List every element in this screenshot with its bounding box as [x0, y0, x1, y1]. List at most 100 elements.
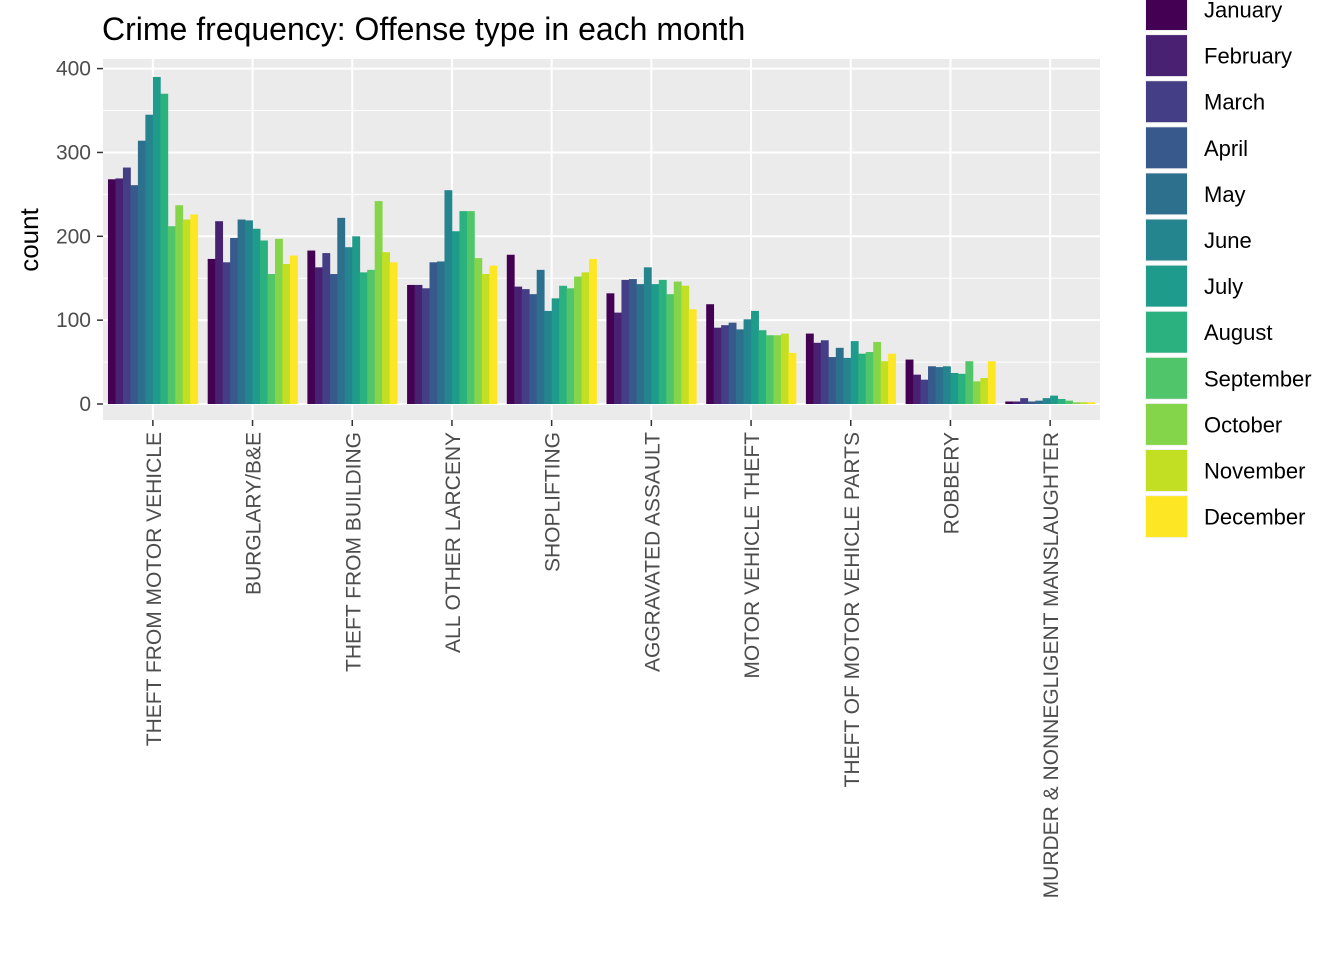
x-tick-label: ROBBERY: [940, 432, 963, 534]
bar: [766, 335, 774, 404]
bar: [167, 226, 176, 404]
legend-swatch: [1146, 357, 1187, 399]
bar: [873, 341, 882, 404]
bar: [489, 265, 498, 404]
bar: [274, 238, 283, 404]
bar: [551, 298, 560, 404]
bar: [514, 286, 523, 404]
bar: [920, 379, 929, 404]
x-tick-label: SHOPLIFTING: [542, 432, 565, 572]
bar: [574, 276, 582, 404]
bar: [850, 341, 859, 404]
bar: [1020, 398, 1029, 404]
y-axis: 0 100 200 300 400: [56, 58, 103, 416]
bar: [122, 167, 131, 404]
legend-label: June: [1204, 228, 1252, 253]
legend-swatch: [1146, 265, 1187, 307]
bar: [780, 333, 789, 404]
bar: [344, 247, 353, 404]
x-tick-label: MURDER & NONNEGLIGENT MANSLAUGHTER: [1040, 432, 1063, 898]
bar: [928, 366, 936, 404]
bar: [805, 333, 814, 404]
bar: [658, 279, 667, 404]
bar: [352, 236, 361, 404]
bar: [758, 330, 767, 404]
legend-label: May: [1204, 182, 1246, 207]
bar: [1080, 402, 1088, 404]
legend-swatch: [1146, 496, 1187, 538]
bar: [706, 304, 715, 404]
legend-label: January: [1204, 0, 1282, 23]
bar: [152, 76, 161, 405]
y-tick-label: 200: [56, 225, 91, 248]
y-tick-label: 300: [56, 141, 91, 164]
y-tick-label: 100: [56, 309, 91, 332]
bar: [957, 373, 966, 404]
bar: [905, 359, 914, 404]
bar: [942, 366, 951, 404]
bar: [474, 258, 483, 404]
y-tick-label: 400: [56, 58, 91, 81]
bar: [1065, 400, 1073, 404]
bar: [980, 378, 989, 404]
bar: [965, 361, 974, 404]
bar: [835, 347, 844, 404]
bar: [367, 269, 376, 404]
bar: [1050, 395, 1059, 404]
legend-swatch: [1146, 403, 1187, 445]
legend-label: October: [1204, 412, 1282, 437]
bar: [521, 289, 530, 404]
legend: January February March April May June July Augu…: [1145, 0, 1312, 539]
bar: [858, 353, 867, 404]
bar: [207, 258, 216, 404]
legend-label: August: [1204, 320, 1273, 345]
bar: [865, 352, 874, 404]
bar: [260, 240, 268, 404]
bar: [1057, 398, 1066, 404]
legend-swatch: [1146, 0, 1187, 30]
y-tick-label: 0: [79, 393, 91, 416]
legend-label: September: [1204, 366, 1312, 391]
bar: [237, 219, 246, 404]
bar: [544, 310, 553, 404]
bar: [389, 262, 398, 404]
x-tick-label: ALL OTHER LARCENY: [442, 432, 465, 653]
bar: [307, 250, 316, 404]
bar: [606, 293, 615, 404]
bar: [322, 253, 331, 404]
bar: [673, 281, 682, 404]
bar: [681, 285, 690, 404]
bar: [559, 285, 568, 404]
bar: [788, 352, 797, 404]
legend-label: December: [1204, 505, 1305, 530]
bar: [529, 294, 538, 404]
bar: [314, 267, 323, 404]
x-tick-label: THEFT FROM BUILDING: [342, 432, 365, 672]
bar: [414, 284, 423, 404]
bar: [628, 279, 637, 404]
bar: [536, 269, 545, 404]
bar: [1042, 398, 1051, 404]
bar: [666, 294, 675, 404]
bar: [721, 325, 730, 404]
x-tick-label: THEFT FROM MOTOR VEHICLE: [143, 432, 166, 746]
legend-swatch: [1146, 311, 1187, 353]
bar: [145, 114, 154, 404]
bar: [252, 228, 261, 404]
bars: [107, 76, 1096, 405]
y-axis-title: count: [14, 207, 44, 271]
bar: [935, 367, 944, 404]
bar: [713, 327, 722, 404]
bar: [230, 237, 238, 404]
bar: [581, 272, 590, 404]
legend-label: February: [1204, 44, 1292, 69]
legend-swatch: [1146, 173, 1187, 215]
bar: [636, 284, 645, 404]
bar: [820, 340, 829, 404]
x-tick-label: THEFT OF MOTOR VEHICLE PARTS: [841, 432, 864, 788]
bar: [880, 361, 889, 404]
bar: [374, 201, 383, 404]
bar: [329, 274, 338, 404]
x-axis: THEFT FROM MOTOR VEHICLE BURGLARY/B&E THEF…: [143, 420, 1063, 898]
